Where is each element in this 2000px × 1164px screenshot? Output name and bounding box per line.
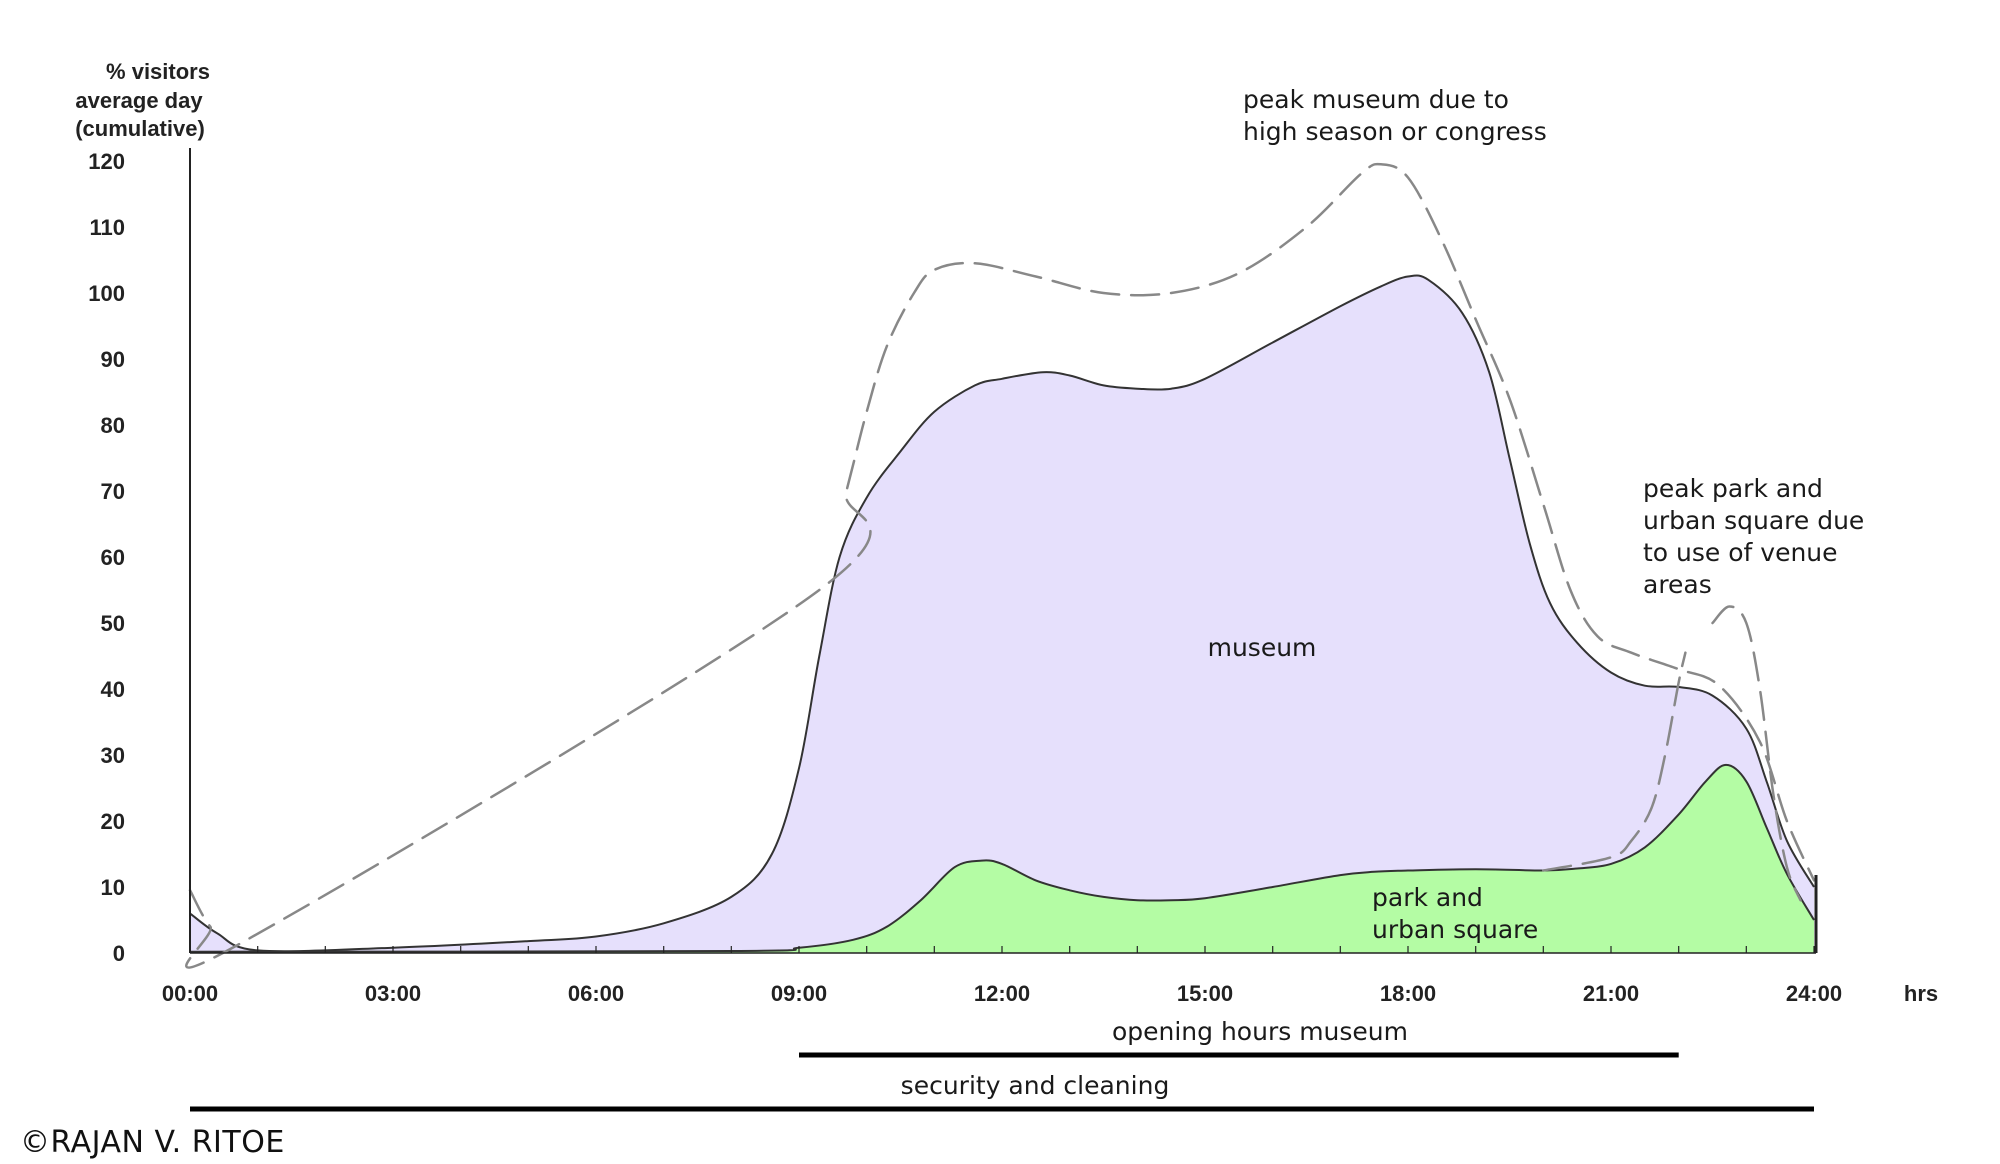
y-tick-label: 120 xyxy=(88,149,125,174)
park-outline xyxy=(189,763,1815,953)
y-tick-label: 70 xyxy=(101,479,125,504)
museum-peak-note-line-1: peak museum due to xyxy=(1243,85,1509,114)
x-tick-labels: 00:00 03:00 06:00 09:00 12:00 15:00 18:0… xyxy=(162,981,1842,1006)
y-axis-title-line-2: average day xyxy=(75,88,203,113)
x-tick-label: 00:00 xyxy=(162,981,218,1006)
y-tick-label: 60 xyxy=(101,545,125,570)
y-tick-label: 80 xyxy=(101,413,125,438)
museum-area xyxy=(190,275,1814,953)
y-tick-label: 20 xyxy=(101,809,125,834)
y-tick-label: 30 xyxy=(101,743,125,768)
park-peak-note-line-2: urban square due xyxy=(1643,506,1864,535)
x-tick-label: 06:00 xyxy=(568,981,624,1006)
dashed-peak-lines-layer xyxy=(185,162,1816,969)
y-tick-label: 10 xyxy=(101,875,125,900)
x-tick-label: 15:00 xyxy=(1177,981,1233,1006)
y-tick-label: 110 xyxy=(90,215,126,240)
y-tick-label: 50 xyxy=(101,611,125,636)
copyright-credit: ©RAJAN V. RITOE xyxy=(20,1125,285,1160)
y-axis-title-line-1: % visitors xyxy=(106,59,210,84)
park-area-layer xyxy=(189,763,1815,953)
x-axis-unit: hrs xyxy=(1904,981,1938,1006)
park-peak-note-line-1: peak park and xyxy=(1643,474,1823,503)
x-tick-label: 12:00 xyxy=(974,981,1030,1006)
museum-outline xyxy=(189,274,1815,953)
axes xyxy=(189,148,1818,954)
x-tick-label: 24:00 xyxy=(1786,981,1842,1006)
museum-peak-note-line-2: high season or congress xyxy=(1243,117,1547,146)
y-axis-title-line-3: (cumulative) xyxy=(75,116,205,141)
y-tick-label: 40 xyxy=(101,677,125,702)
y-tick-labels: 0 10 20 30 40 50 60 70 80 90 100 110 120 xyxy=(88,149,125,966)
time-range-bars xyxy=(190,1052,1814,1112)
museum-area-label: museum xyxy=(1208,633,1317,662)
park-area-label-line-1: park and xyxy=(1372,883,1483,912)
park-area xyxy=(190,764,1814,953)
security-cleaning-label: security and cleaning xyxy=(901,1071,1170,1100)
museum-area-layer xyxy=(189,274,1815,953)
museum-peak-dashed-line xyxy=(185,162,1816,969)
park-peak-dashed-line xyxy=(1542,651,1687,872)
park-peak-note-line-3: to use of venue xyxy=(1643,538,1838,567)
x-tick-label: 03:00 xyxy=(365,981,421,1006)
y-tick-label: 100 xyxy=(88,281,125,306)
y-tick-label: 90 xyxy=(101,347,125,372)
y-tick-label: 0 xyxy=(113,941,125,966)
opening-hours-label: opening hours museum xyxy=(1112,1017,1408,1046)
x-minor-ticks xyxy=(257,946,1815,953)
park-area-label-line-2: urban square xyxy=(1372,915,1538,944)
x-tick-label: 21:00 xyxy=(1583,981,1639,1006)
x-tick-label: 09:00 xyxy=(771,981,827,1006)
park-peak-note-line-4: areas xyxy=(1643,570,1712,599)
park-peak-dashed-line-upper xyxy=(1711,605,1802,902)
x-tick-label: 18:00 xyxy=(1380,981,1436,1006)
